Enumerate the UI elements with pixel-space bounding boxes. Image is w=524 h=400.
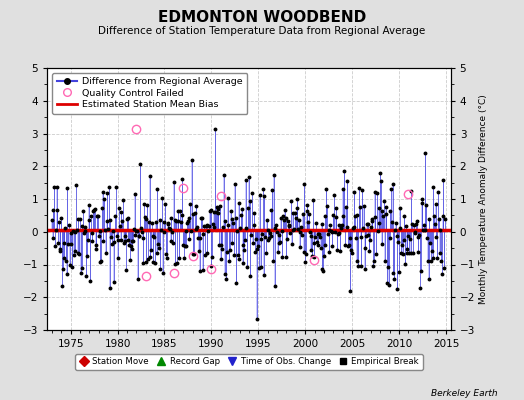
Y-axis label: Monthly Temperature Anomaly Difference (°C): Monthly Temperature Anomaly Difference (… bbox=[479, 94, 488, 304]
Legend: Difference from Regional Average, Quality Control Failed, Estimated Station Mean: Difference from Regional Average, Qualit… bbox=[52, 73, 247, 114]
Text: EDMONTON WOODBEND: EDMONTON WOODBEND bbox=[158, 10, 366, 25]
Legend: Station Move, Record Gap, Time of Obs. Change, Empirical Break: Station Move, Record Gap, Time of Obs. C… bbox=[75, 354, 422, 370]
Text: Berkeley Earth: Berkeley Earth bbox=[431, 389, 498, 398]
Text: Difference of Station Temperature Data from Regional Average: Difference of Station Temperature Data f… bbox=[99, 26, 425, 36]
